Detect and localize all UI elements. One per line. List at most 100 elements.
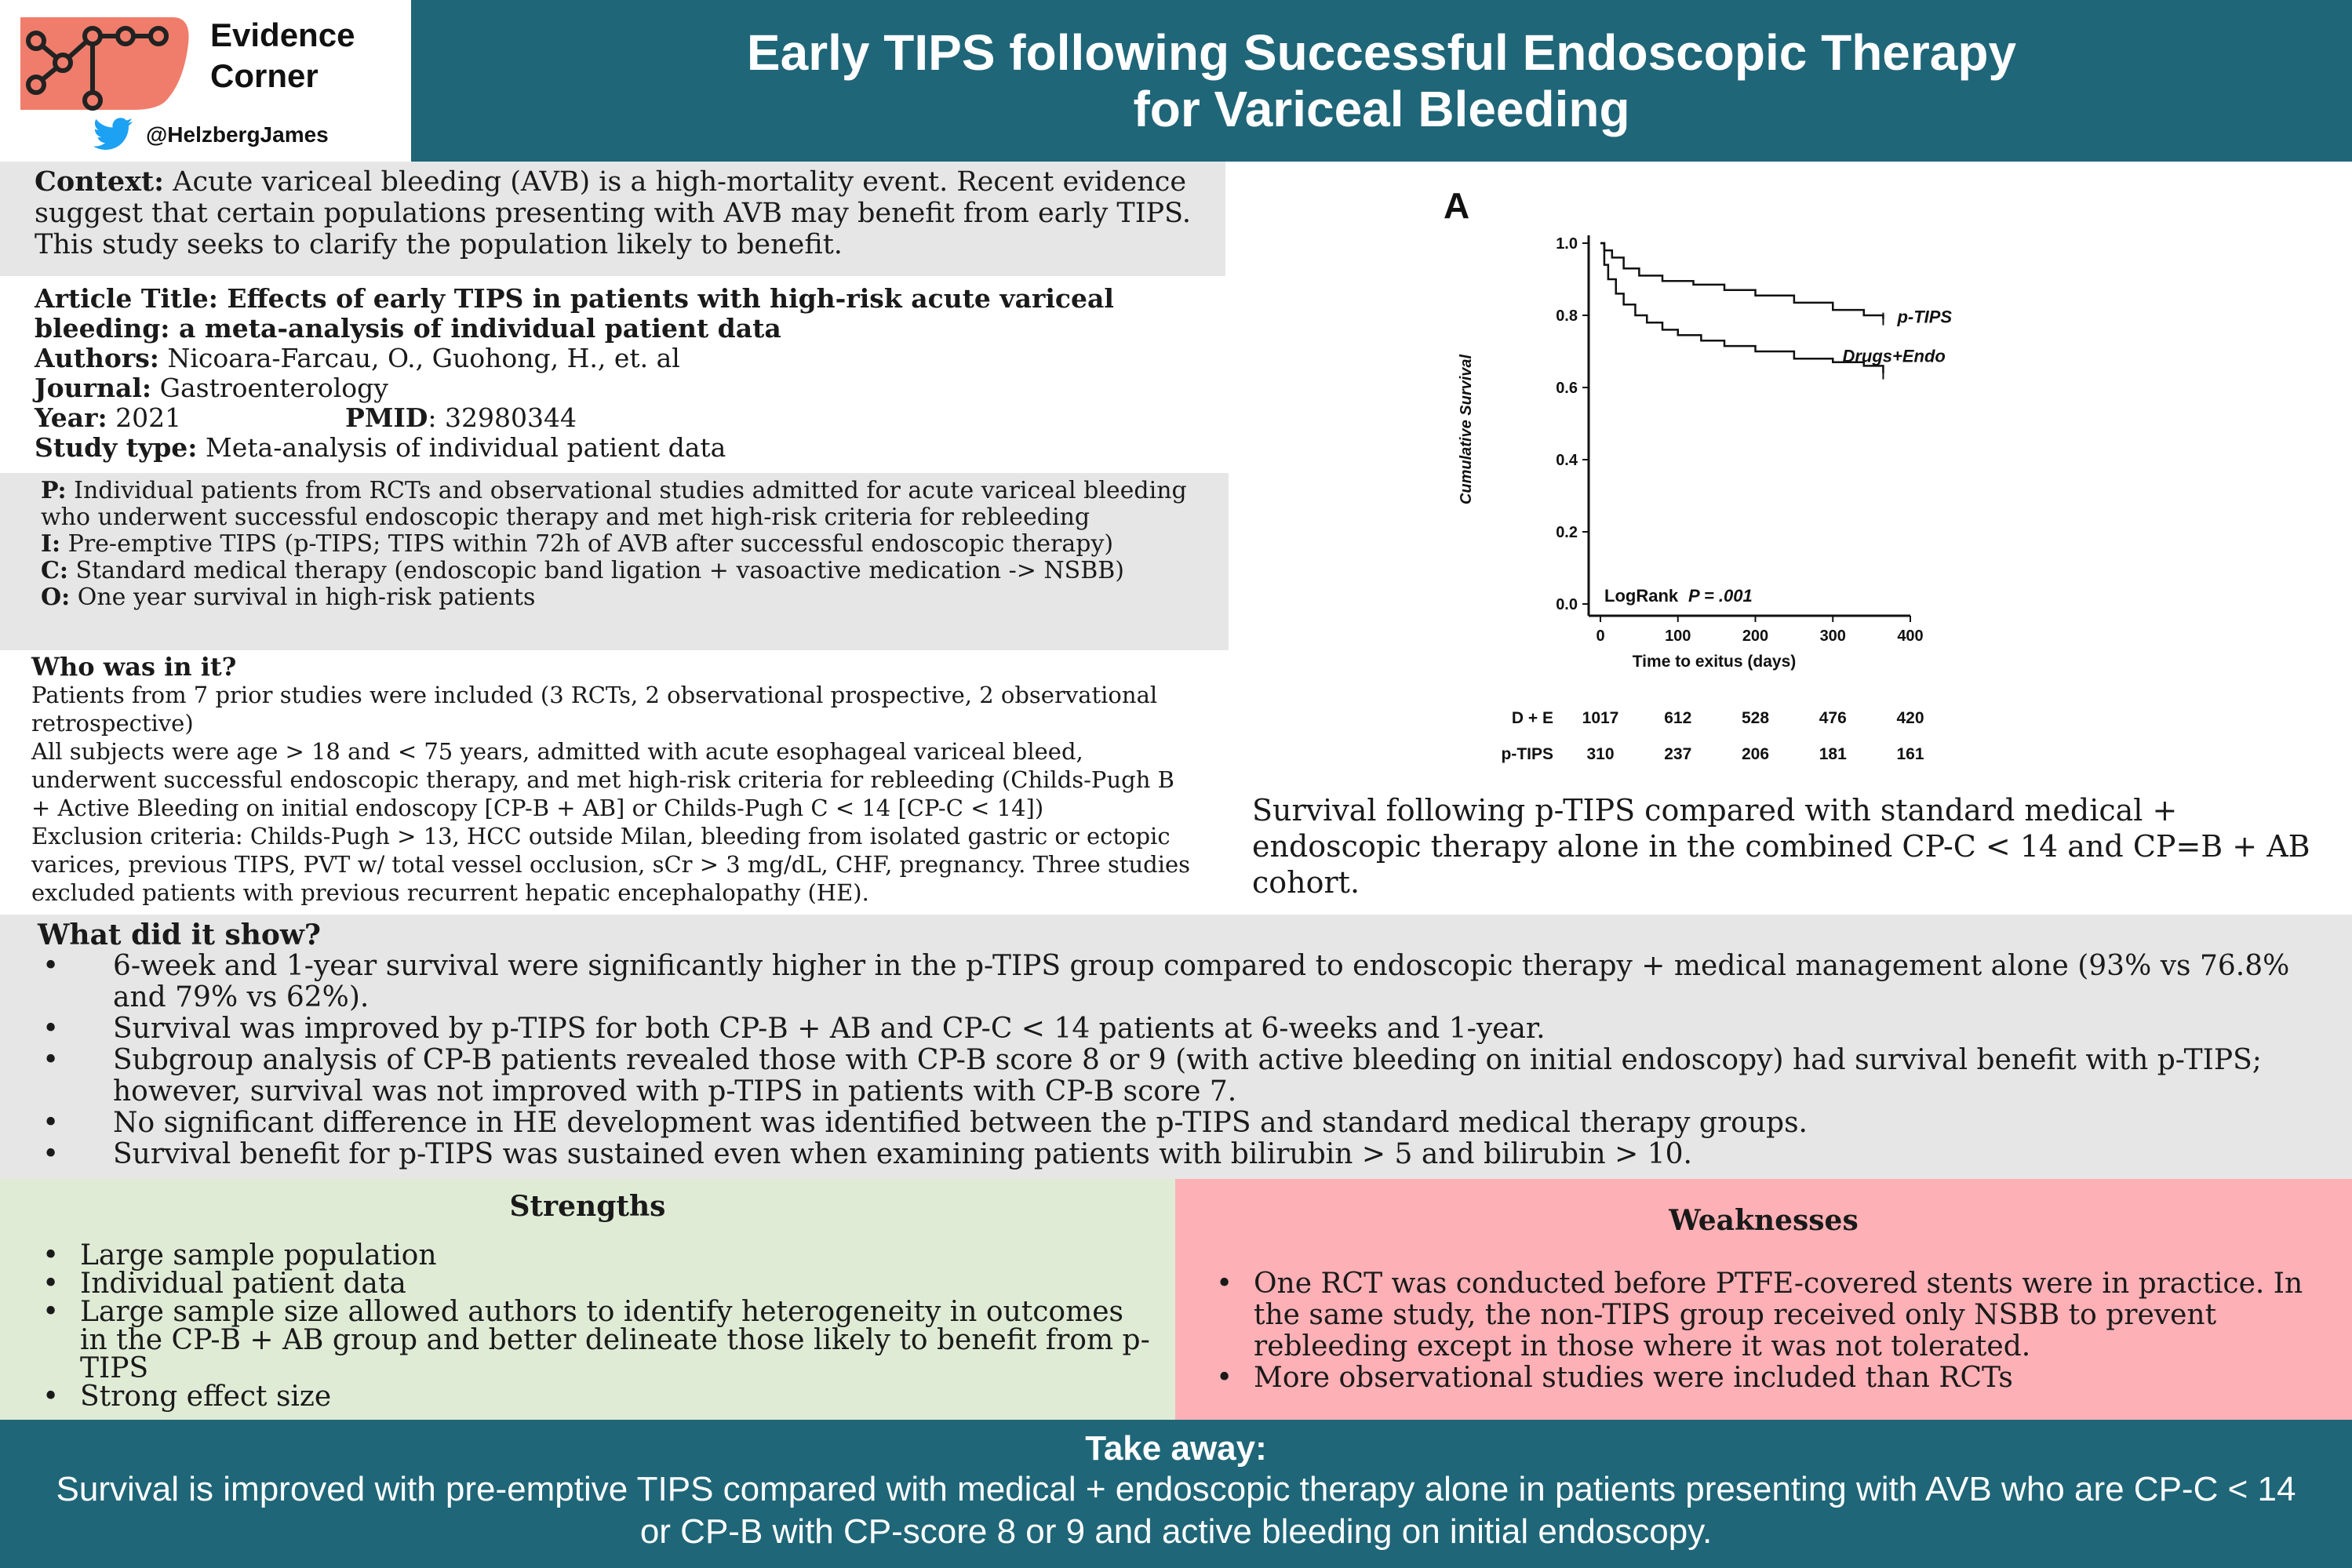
takeaway-heading: Take away:: [1085, 1429, 1267, 1468]
risk-row-label: p-TIPS: [1502, 745, 1554, 763]
brand-line2: Corner: [210, 57, 319, 94]
series-label: p-TIPS: [1896, 307, 1952, 327]
strengths-list: Large sample population Individual patie…: [36, 1242, 1150, 1412]
list-item: More observational studies were included…: [1210, 1362, 2324, 1395]
context-label: Context:: [35, 166, 165, 198]
y-tick-label: 0.4: [1556, 452, 1578, 469]
weaknesses-list: One RCT was conducted before PTFE-covere…: [1210, 1268, 2324, 1395]
journal-row: Journal: Gastroenterology: [35, 373, 1191, 403]
risk-table-cell: 528: [1742, 709, 1769, 727]
y-tick-label: 0.0: [1556, 596, 1578, 613]
risk-table-cell: 420: [1896, 709, 1924, 727]
authors-label: Authors:: [35, 343, 159, 373]
strengths-heading: Strengths: [509, 1190, 666, 1223]
weaknesses-heading: Weaknesses: [1669, 1204, 1859, 1237]
year-row: Year: 2021 PMID: 32980344: [35, 403, 1191, 433]
who-panel: Who was in it? Patients from 7 prior stu…: [0, 653, 1225, 911]
series-label: Drugs+Endo: [1842, 347, 1945, 366]
pico-intervention: I: Pre-emptive TIPS (p-TIPS; TIPS within…: [41, 531, 1188, 558]
risk-table-cell: 206: [1742, 745, 1769, 763]
study-type-row: Study type: Meta-analysis of individual …: [35, 433, 1191, 463]
takeaway-text: Survival is improved with pre-emptive TI…: [56, 1470, 2296, 1551]
x-tick-label: 300: [1820, 628, 1846, 645]
y-tick-label: 1.0: [1556, 235, 1578, 253]
risk-table-cell: 1017: [1582, 709, 1619, 727]
pico-o-label: O:: [41, 584, 71, 611]
survival-curve-drugs-endo: [1600, 242, 1884, 373]
article-title-row: Article Title: Effects of early TIPS in …: [35, 284, 1191, 344]
page-title: Early TIPS following Successful Endoscop…: [411, 0, 2352, 162]
list-item: Individual patient data: [36, 1270, 1150, 1299]
list-item: Strong effect size: [36, 1383, 1150, 1412]
risk-table-cell: 181: [1819, 745, 1847, 763]
context-text: Acute variceal bleeding (AVB) is a high-…: [35, 166, 1191, 260]
y-tick-label: 0.2: [1556, 524, 1578, 541]
weaknesses-panel: Weaknesses One RCT was conducted before …: [1175, 1179, 2352, 1420]
list-item: Survival benefit for p-TIPS was sustaine…: [38, 1139, 2314, 1171]
authors-row: Authors: Nicoara-Farcau, O., Guohong, H.…: [35, 344, 1191, 373]
title-line1: Early TIPS following Successful Endoscop…: [746, 24, 2017, 81]
list-item: Large sample population: [36, 1242, 1150, 1271]
results-list: 6-week and 1-year survival were signific…: [38, 951, 2314, 1171]
pico-population: P: Individual patients from RCTs and obs…: [41, 478, 1188, 531]
x-tick-label: 400: [1897, 628, 1923, 645]
brand-line1: Evidence: [210, 16, 355, 53]
logrank-label: LogRank: [1604, 586, 1679, 606]
pico-comparison: C: Standard medical therapy (endoscopic …: [41, 558, 1188, 584]
risk-table-cell: 161: [1896, 745, 1924, 763]
pmid-label: PMID: [345, 402, 428, 433]
risk-row-label: D + E: [1512, 709, 1553, 727]
pico-o-text: One year survival in high-risk patients: [70, 584, 536, 611]
title-line2: for Variceal Bleeding: [1133, 81, 1630, 137]
article-title: Effects of early TIPS in patients with h…: [35, 283, 1114, 344]
list-item: No significant difference in HE developm…: [38, 1108, 2314, 1140]
study-type-value: Meta-analysis of individual patient data: [197, 432, 726, 463]
risk-table-cell: 237: [1664, 745, 1691, 763]
pico-i-text: Pre-emptive TIPS (p-TIPS; TIPS within 72…: [60, 530, 1114, 558]
journal-value: Gastroenterology: [151, 373, 388, 403]
list-item: Large sample size allowed authors to ide…: [36, 1298, 1150, 1383]
journal-label: Journal:: [35, 373, 152, 403]
pico-c-text: Standard medical therapy (endoscopic ban…: [67, 557, 1124, 584]
y-tick-label: 0.8: [1556, 307, 1578, 325]
risk-table-cell: 476: [1819, 709, 1847, 727]
article-title-label: Article Title:: [35, 283, 218, 314]
pico-c-label: C:: [41, 557, 68, 584]
results-panel: What did it show? 6-week and 1-year surv…: [0, 915, 2352, 1179]
pico-outcome: O: One year survival in high-risk patien…: [41, 584, 1188, 611]
strengths-panel: Strengths Large sample population Indivi…: [0, 1179, 1175, 1420]
authors-value: Nicoara-Farcau, O., Guohong, H., et. al: [159, 343, 680, 373]
x-axis-label: Time to exitus (days): [1633, 653, 1797, 671]
who-paragraph-2: All subjects were age > 18 and < 75 year…: [31, 738, 1174, 821]
x-tick-label: 100: [1665, 628, 1691, 645]
pico-panel: P: Individual patients from RCTs and obs…: [0, 473, 1229, 650]
y-tick-label: 0.6: [1556, 380, 1578, 397]
year-value: 2021: [107, 402, 182, 433]
who-paragraph-3: Exclusion criteria: Childs-Pugh > 13, HC…: [31, 823, 1191, 906]
study-type-label: Study type:: [35, 432, 198, 463]
list-item: Subgroup analysis of CP-B patients revea…: [38, 1045, 2314, 1108]
context-panel: Context: Acute variceal bleeding (AVB) i…: [0, 162, 1225, 276]
list-item: Survival was improved by p-TIPS for both…: [38, 1013, 2314, 1046]
pmid-value: : 32980344: [428, 402, 577, 433]
risk-table-cell: 612: [1664, 709, 1691, 727]
logrank-p-value: P = .001: [1688, 586, 1753, 606]
evidence-corner-logo: [20, 17, 189, 111]
pico-p-label: P:: [41, 477, 67, 504]
list-item: One RCT was conducted before PTFE-covere…: [1210, 1268, 2324, 1362]
pmid: PMID: 32980344: [345, 403, 577, 433]
twitter-icon[interactable]: [93, 118, 133, 151]
results-heading: What did it show?: [38, 919, 322, 951]
pico-i-label: I:: [41, 530, 61, 558]
logo-area: Evidence Corner @HelzbergJames: [0, 0, 411, 162]
who-heading: Who was in it?: [31, 652, 237, 682]
year-label: Year:: [35, 402, 107, 433]
x-tick-label: 200: [1742, 628, 1768, 645]
risk-table-cell: 310: [1586, 745, 1614, 763]
chart-caption: Survival following p-TIPS compared with …: [1252, 793, 2310, 900]
who-paragraph-1: Patients from 7 prior studies were inclu…: [31, 682, 1158, 737]
x-tick-label: 0: [1596, 628, 1604, 645]
twitter-handle[interactable]: @HelzbergJames: [146, 122, 329, 147]
chart-panel-label: A: [1444, 185, 1469, 226]
list-item: 6-week and 1-year survival were signific…: [38, 951, 2314, 1013]
